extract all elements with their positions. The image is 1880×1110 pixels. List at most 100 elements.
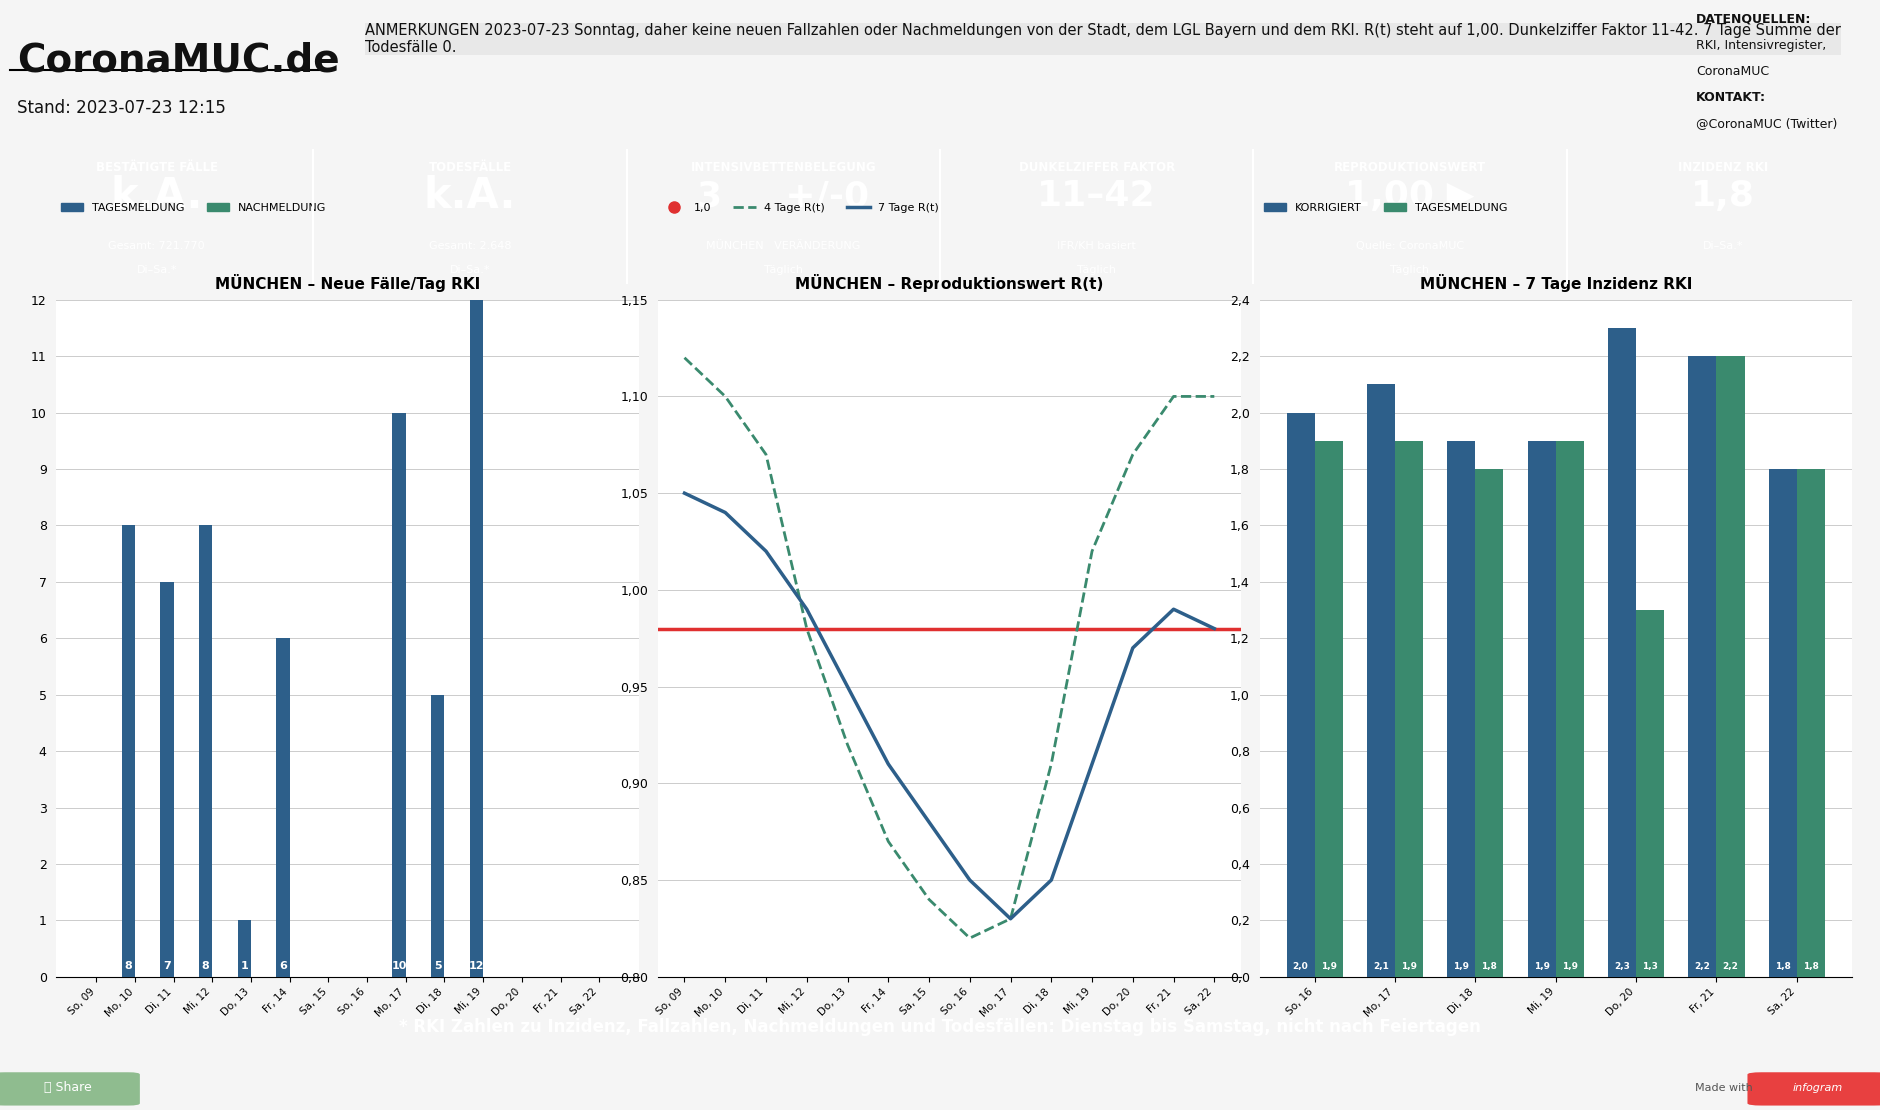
Text: * RKI Zahlen zu Inzidenz, Fallzahlen, Nachmeldungen und Todesfällen: Dienstag bi: * RKI Zahlen zu Inzidenz, Fallzahlen, Na… — [399, 1018, 1481, 1036]
Title: MÜNCHEN – 7 Tage Inzidenz RKI: MÜNCHEN – 7 Tage Inzidenz RKI — [1419, 273, 1692, 292]
4 Tage R(t) — [837, 738, 859, 751]
Text: DATENQUELLEN:: DATENQUELLEN: — [1696, 12, 1810, 26]
7 Tage R(t) — [959, 874, 981, 887]
Bar — [1636, 610, 1664, 977]
Text: CoronaMUC: CoronaMUC — [1696, 64, 1769, 78]
Legend: KORRIGIERT, TAGESMELDUNG: KORRIGIERT, TAGESMELDUNG — [1260, 199, 1512, 218]
Text: Täglich: Täglich — [1391, 264, 1429, 275]
Bar — [1476, 468, 1504, 977]
Text: TODESFÄLLE: TODESFÄLLE — [429, 161, 511, 173]
7 Tage R(t) — [1162, 603, 1184, 616]
Text: 1,00 ▶: 1,00 ▶ — [1346, 180, 1474, 213]
4 Tage R(t) — [1203, 390, 1226, 403]
4 Tage R(t) — [1081, 545, 1104, 558]
Text: 2,2: 2,2 — [1694, 962, 1711, 971]
7 Tage R(t) — [876, 757, 899, 770]
7 Tage R(t) — [1122, 642, 1145, 655]
Legend: TAGESMELDUNG, NACHMELDUNG: TAGESMELDUNG, NACHMELDUNG — [56, 199, 331, 218]
Text: k.A.: k.A. — [423, 175, 517, 218]
7 Tage R(t) — [1081, 757, 1104, 770]
Line: 4 Tage R(t): 4 Tage R(t) — [684, 357, 1214, 938]
Text: 12: 12 — [468, 961, 485, 971]
Text: 1,9: 1,9 — [1322, 962, 1337, 971]
Text: 6: 6 — [278, 961, 288, 971]
Text: 2,1: 2,1 — [1372, 962, 1389, 971]
Legend: 1,0, 4 Tage R(t), 7 Tage R(t): 1,0, 4 Tage R(t), 7 Tage R(t) — [658, 199, 944, 218]
4 Tage R(t) — [959, 931, 981, 945]
Bar — [276, 638, 290, 977]
7 Tage R(t) — [1040, 874, 1062, 887]
Text: 8: 8 — [201, 961, 209, 971]
Text: 2,2: 2,2 — [1722, 962, 1739, 971]
Title: MÜNCHEN – Neue Fälle/Tag RKI: MÜNCHEN – Neue Fälle/Tag RKI — [214, 273, 481, 292]
Bar — [199, 525, 212, 977]
Text: Gesamt: 721.770: Gesamt: 721.770 — [109, 241, 205, 251]
Text: 2,3: 2,3 — [1615, 962, 1630, 971]
Text: Gesamt: 2.648: Gesamt: 2.648 — [429, 241, 511, 251]
1,0 — [714, 622, 737, 635]
Title: MÜNCHEN – Reproduktionswert R(t): MÜNCHEN – Reproduktionswert R(t) — [795, 273, 1104, 292]
1,0 — [673, 622, 696, 635]
Text: 3     +/-0: 3 +/-0 — [697, 180, 869, 213]
Text: 5: 5 — [434, 961, 442, 971]
7 Tage R(t) — [1203, 622, 1226, 635]
Text: infogram: infogram — [1794, 1082, 1842, 1093]
Bar — [1607, 327, 1636, 977]
Text: k.A.: k.A. — [111, 175, 203, 218]
Text: 1,8: 1,8 — [1481, 962, 1496, 971]
Text: INTENSIVBETTENBELEGUNG: INTENSIVBETTENBELEGUNG — [690, 161, 876, 173]
Text: 1,9: 1,9 — [1534, 962, 1549, 971]
Text: 8: 8 — [124, 961, 132, 971]
FancyBboxPatch shape — [0, 1072, 139, 1106]
7 Tage R(t) — [673, 486, 696, 500]
Text: 1: 1 — [241, 961, 248, 971]
4 Tage R(t) — [714, 390, 737, 403]
Text: Täglich: Täglich — [763, 264, 803, 275]
4 Tage R(t) — [1162, 390, 1184, 403]
Text: 1,8: 1,8 — [1775, 962, 1790, 971]
Text: 7: 7 — [164, 961, 171, 971]
Text: Quelle: CoronaMUC: Quelle: CoronaMUC — [1355, 241, 1465, 251]
Bar — [1716, 356, 1745, 977]
Bar — [1688, 356, 1716, 977]
Bar — [237, 920, 252, 977]
FancyBboxPatch shape — [1748, 1072, 1880, 1106]
Text: RKI, Intensivregister,: RKI, Intensivregister, — [1696, 39, 1825, 52]
Text: 1,3: 1,3 — [1641, 962, 1658, 971]
Bar — [1395, 441, 1423, 977]
Text: 10: 10 — [391, 961, 406, 971]
4 Tage R(t) — [754, 447, 776, 461]
7 Tage R(t) — [754, 545, 776, 558]
Bar — [122, 525, 135, 977]
Bar — [1367, 384, 1395, 977]
Text: IFR/KH basiert: IFR/KH basiert — [1057, 241, 1136, 251]
Text: @CoronaMUC (Twitter): @CoronaMUC (Twitter) — [1696, 117, 1837, 130]
4 Tage R(t) — [876, 835, 899, 848]
Bar — [431, 695, 444, 977]
Bar — [1448, 441, 1476, 977]
Text: CoronaMUC.de: CoronaMUC.de — [17, 41, 340, 80]
4 Tage R(t) — [1122, 447, 1145, 461]
7 Tage R(t) — [795, 603, 818, 616]
Text: MÜNCHEN   VERÄNDERUNG: MÜNCHEN VERÄNDERUNG — [707, 241, 861, 251]
Text: ANMERKUNGEN 2023-07-23 Sonntag, daher keine neuen Fallzahlen oder Nachmeldungen : ANMERKUNGEN 2023-07-23 Sonntag, daher ke… — [365, 23, 1841, 56]
Bar — [470, 300, 483, 977]
7 Tage R(t) — [1000, 912, 1023, 926]
Bar — [1769, 468, 1797, 977]
4 Tage R(t) — [1040, 757, 1062, 770]
7 Tage R(t) — [917, 816, 940, 829]
7 Tage R(t) — [714, 506, 737, 519]
Text: BESTÄTIGTE FÄLLE: BESTÄTIGTE FÄLLE — [96, 161, 218, 173]
Text: 1,9: 1,9 — [1562, 962, 1577, 971]
Text: 1,8: 1,8 — [1692, 180, 1756, 213]
Text: 11–42: 11–42 — [1038, 180, 1156, 213]
Text: 1,9: 1,9 — [1401, 962, 1418, 971]
Bar — [160, 582, 173, 977]
Text: Di–Sa.*: Di–Sa.* — [137, 264, 177, 275]
Text: ⎋ Share: ⎋ Share — [43, 1081, 92, 1094]
Text: Made with: Made with — [1696, 1082, 1752, 1093]
7 Tage R(t) — [837, 680, 859, 694]
Text: 2,0: 2,0 — [1293, 962, 1308, 971]
Text: DUNKELZIFFER FAKTOR: DUNKELZIFFER FAKTOR — [1019, 161, 1175, 173]
Text: 1,9: 1,9 — [1453, 962, 1470, 971]
